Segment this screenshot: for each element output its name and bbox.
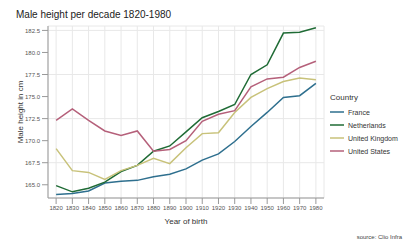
svg-text:Male height in cm: Male height in cm [16, 80, 25, 143]
html-text:France: France [348, 108, 370, 116]
html-text:United States: United States [348, 147, 390, 155]
svg-text:1970: 1970 [293, 205, 307, 211]
svg-text:167.5: 167.5 [25, 160, 41, 166]
svg-text:1840: 1840 [82, 205, 96, 211]
html-text:Country: Country [330, 92, 358, 102]
svg-text:182.5: 182.5 [25, 28, 41, 34]
html-text:United Kingdom: United Kingdom [348, 134, 398, 142]
html-text:source: Clio Infra: source: Clio Infra [356, 234, 402, 240]
html-text:Male height per decade 1820-19: Male height per decade 1820-1980 [16, 9, 172, 20]
html-text:Netherlands: Netherlands [348, 121, 386, 129]
svg-text:1920: 1920 [212, 205, 226, 211]
svg-text:1950: 1950 [260, 205, 274, 211]
svg-text:1960: 1960 [277, 205, 291, 211]
svg-text:175.0: 175.0 [25, 94, 41, 100]
svg-text:1930: 1930 [228, 205, 242, 211]
svg-text:1900: 1900 [179, 205, 193, 211]
svg-text:Year of birth: Year of birth [165, 217, 208, 226]
svg-text:1980: 1980 [309, 205, 323, 211]
svg-text:1910: 1910 [196, 205, 210, 211]
svg-text:1880: 1880 [147, 205, 161, 211]
svg-text:165.0: 165.0 [25, 182, 41, 188]
svg-text:1860: 1860 [114, 205, 128, 211]
svg-text:1890: 1890 [163, 205, 177, 211]
svg-text:1830: 1830 [66, 205, 80, 211]
svg-text:172.5: 172.5 [25, 116, 41, 122]
svg-text:1820: 1820 [49, 205, 63, 211]
svg-text:180.0: 180.0 [25, 50, 41, 56]
svg-text:177.5: 177.5 [25, 72, 41, 78]
svg-text:170.0: 170.0 [25, 138, 41, 144]
svg-text:1870: 1870 [131, 205, 145, 211]
svg-text:1940: 1940 [244, 205, 258, 211]
svg-text:1850: 1850 [98, 205, 112, 211]
